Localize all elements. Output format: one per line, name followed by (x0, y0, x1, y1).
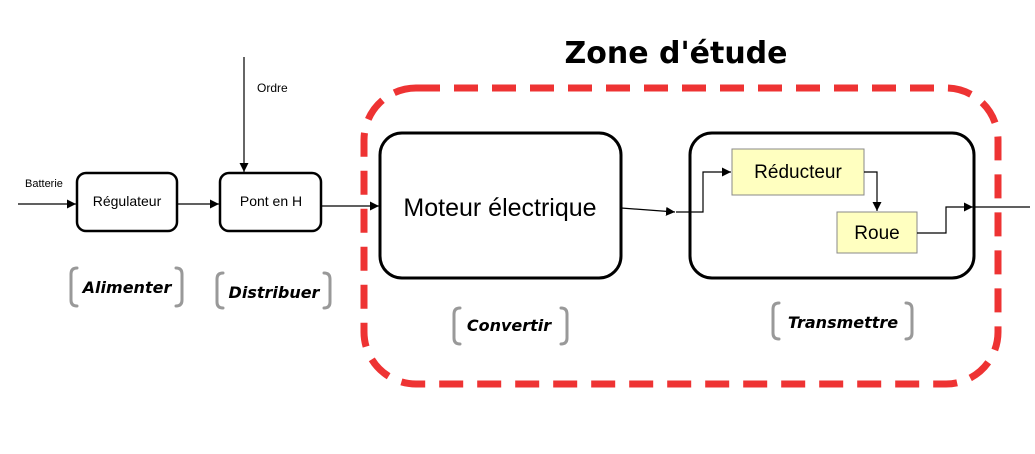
h-bridge-block (218, 171, 323, 233)
reducer-block (731, 148, 865, 196)
function-supply: Alimenter (69, 266, 184, 308)
reducer-to-wheel-arrow (864, 171, 882, 211)
order-label: Ordre (257, 81, 288, 95)
function-supply-label: Alimenter (81, 278, 173, 297)
zone-title: Zone d'étude (564, 36, 787, 71)
function-transmit-label: Transmettre (788, 313, 898, 332)
motor-label: Moteur électrique (403, 194, 596, 222)
study-zone-border (360, 84, 1002, 388)
function-distribute: Distribuer (215, 271, 332, 310)
wheel-block (836, 211, 918, 254)
wheel-to-output-arrow (917, 202, 973, 234)
motor-to-transmission-arrow (620, 206, 676, 216)
battery-label: Batterie (25, 178, 63, 190)
motor-block (378, 131, 623, 280)
wheel-label: Roue (854, 223, 899, 244)
regulator-label: Régulateur (93, 193, 162, 209)
input-to-reducer-arrow (676, 167, 731, 213)
regulator-block (75, 171, 179, 233)
function-convert-label: Convertir (467, 316, 552, 335)
function-transmit: Transmettre (771, 301, 914, 341)
h-bridge-label: Pont en H (240, 193, 302, 209)
reducer-label: Réducteur (754, 162, 842, 183)
function-distribute-label: Distribuer (229, 283, 321, 302)
function-convert: Convertir (452, 306, 569, 346)
